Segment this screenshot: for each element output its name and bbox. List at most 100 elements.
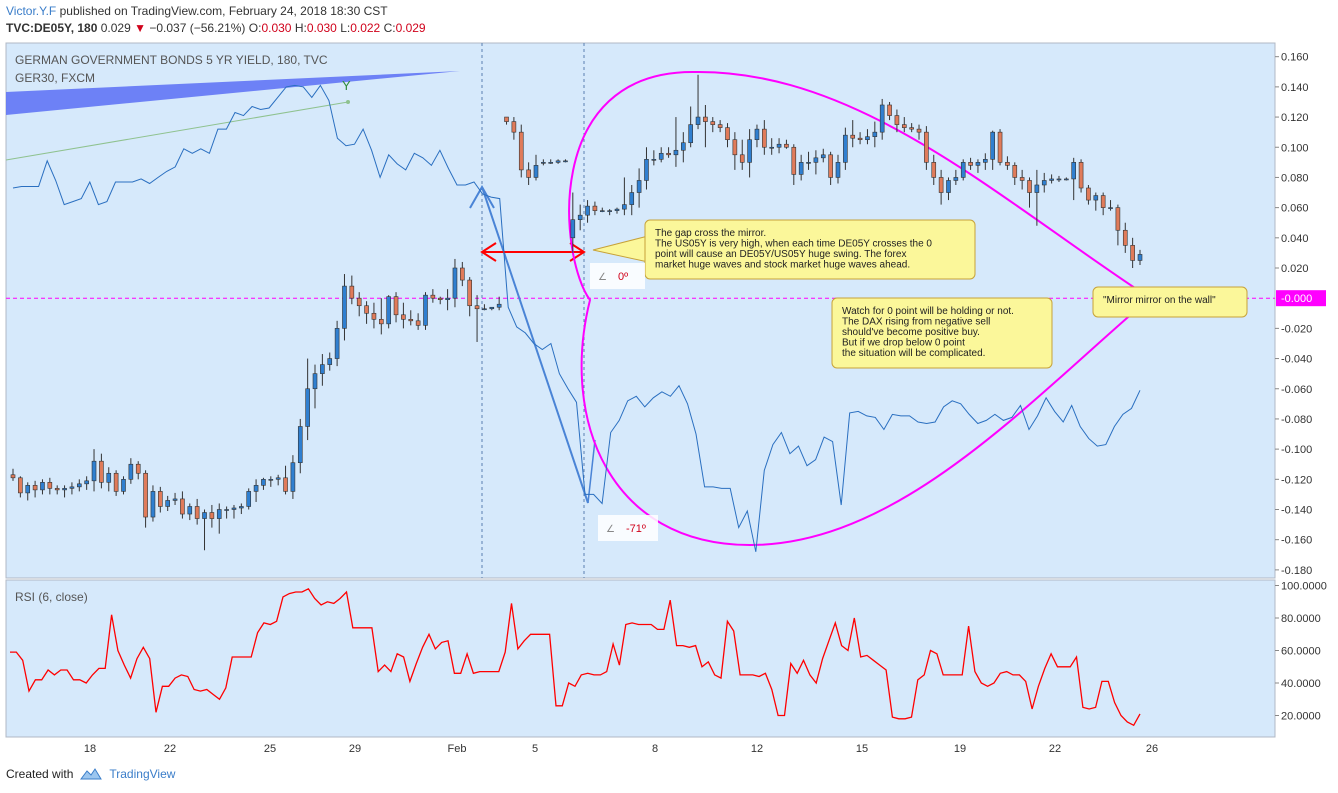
- candle[interactable]: [143, 470, 148, 528]
- candle[interactable]: [423, 292, 428, 330]
- candle[interactable]: [983, 153, 988, 170]
- candle[interactable]: [474, 295, 480, 342]
- candle[interactable]: [592, 201, 598, 216]
- candle[interactable]: [1093, 192, 1099, 211]
- candle[interactable]: [1130, 237, 1135, 268]
- candle[interactable]: [482, 304, 487, 311]
- candle[interactable]: [1056, 175, 1062, 182]
- candle[interactable]: [813, 150, 819, 175]
- candle[interactable]: [850, 120, 856, 148]
- candle[interactable]: [216, 503, 222, 534]
- candle[interactable]: [62, 485, 67, 498]
- ger30-series-line[interactable]: [12, 84, 1141, 552]
- candle[interactable]: [607, 209, 612, 216]
- candle[interactable]: [681, 132, 686, 163]
- candle[interactable]: [887, 101, 892, 121]
- gap-note[interactable]: The gap cross the mirror.The US05Y is ve…: [592, 219, 976, 280]
- candle[interactable]: [769, 138, 774, 155]
- zero-point-note[interactable]: Watch for 0 point will be holding or not…: [831, 297, 1053, 369]
- candle[interactable]: [297, 418, 303, 474]
- candle[interactable]: [732, 132, 738, 170]
- candle[interactable]: [113, 470, 119, 496]
- candle[interactable]: [614, 207, 620, 214]
- candle[interactable]: [460, 261, 465, 287]
- candle[interactable]: [25, 482, 31, 501]
- candle[interactable]: [327, 352, 333, 371]
- candle[interactable]: [725, 123, 730, 148]
- candle[interactable]: [585, 200, 590, 223]
- candle[interactable]: [806, 151, 811, 170]
- candle[interactable]: [496, 296, 502, 311]
- candle[interactable]: [1034, 169, 1040, 226]
- candle[interactable]: [246, 488, 252, 510]
- candle[interactable]: [106, 467, 112, 492]
- candle[interactable]: [1086, 184, 1091, 205]
- candle[interactable]: [636, 168, 642, 208]
- candle[interactable]: [393, 292, 399, 323]
- candle[interactable]: [754, 124, 760, 148]
- candle[interactable]: [99, 453, 104, 489]
- candle[interactable]: [202, 509, 207, 551]
- main-pane[interactable]: [5, 42, 1276, 579]
- candle[interactable]: [798, 154, 804, 181]
- candle[interactable]: [320, 354, 325, 386]
- candle[interactable]: [415, 313, 421, 330]
- candle[interactable]: [968, 157, 973, 170]
- candle[interactable]: [1122, 222, 1128, 253]
- trendline-handle[interactable]: [346, 100, 350, 104]
- candle[interactable]: [820, 148, 826, 163]
- candle[interactable]: [828, 151, 833, 185]
- y-axis-main[interactable]: 0.160 0.140 0.120 0.100 0.080 0.060 0.040 0.020…: [6, 52, 1326, 577]
- rsi-pane[interactable]: [5, 579, 1276, 738]
- candle[interactable]: [1064, 177, 1069, 181]
- candle[interactable]: [69, 482, 75, 495]
- y-axis-rsi[interactable]: 100.0000 80.0000 60.0000 40.0000 20.0000: [1275, 581, 1327, 723]
- candle[interactable]: [261, 477, 266, 490]
- candle[interactable]: [975, 159, 981, 173]
- candle[interactable]: [548, 159, 554, 164]
- candle[interactable]: [526, 162, 531, 185]
- candle[interactable]: [1019, 169, 1025, 190]
- candle[interactable]: [931, 154, 937, 185]
- candle[interactable]: [739, 139, 745, 170]
- candle[interactable]: [452, 258, 458, 308]
- candle[interactable]: [18, 476, 23, 498]
- candle[interactable]: [666, 147, 671, 158]
- candle[interactable]: [194, 498, 200, 525]
- candle[interactable]: [747, 129, 752, 178]
- blue-arrow-line[interactable]: [481, 186, 589, 504]
- mirror-note[interactable]: "Mirror mirror on the wall": [1092, 286, 1248, 318]
- green-trendline[interactable]: [5, 101, 349, 161]
- candle[interactable]: [1071, 157, 1077, 201]
- author-name[interactable]: Victor.Y.F: [6, 4, 57, 18]
- candle[interactable]: [541, 159, 546, 166]
- candle[interactable]: [10, 468, 16, 481]
- candle[interactable]: [710, 117, 716, 133]
- candle[interactable]: [54, 485, 60, 495]
- candle[interactable]: [1108, 200, 1113, 211]
- candle[interactable]: [32, 480, 38, 498]
- candle[interactable]: [275, 474, 281, 486]
- candle[interactable]: [533, 154, 539, 181]
- candle[interactable]: [622, 177, 627, 216]
- candle[interactable]: [629, 184, 635, 216]
- candle[interactable]: [960, 159, 966, 181]
- candle[interactable]: [651, 150, 657, 166]
- candle[interactable]: [158, 486, 163, 513]
- candle[interactable]: [784, 139, 789, 149]
- candle[interactable]: [445, 289, 450, 311]
- candle[interactable]: [865, 129, 870, 145]
- candle[interactable]: [879, 98, 885, 140]
- candle[interactable]: [356, 292, 362, 317]
- blue-wedge-drawing[interactable]: [6, 71, 460, 115]
- candle[interactable]: [1027, 177, 1032, 208]
- x-axis[interactable]: 18 22 25 29 Feb 5 8 12 15 19 22 26: [84, 743, 1158, 755]
- candle[interactable]: [379, 298, 384, 335]
- candle[interactable]: [209, 504, 215, 528]
- candle[interactable]: [1012, 162, 1018, 185]
- candle[interactable]: [364, 301, 369, 324]
- candle[interactable]: [835, 154, 841, 184]
- candle[interactable]: [511, 117, 517, 140]
- candle[interactable]: [40, 479, 45, 495]
